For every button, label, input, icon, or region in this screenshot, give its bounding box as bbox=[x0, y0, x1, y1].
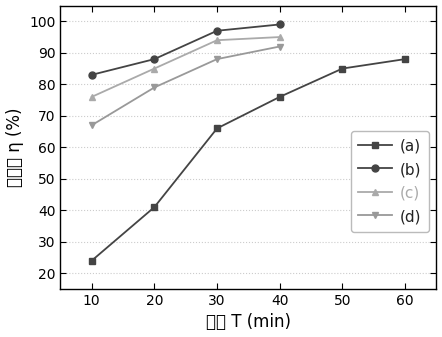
X-axis label: 时间 T (min): 时间 T (min) bbox=[206, 313, 291, 332]
Legend: (a), (b), (c), (d): (a), (b), (c), (d) bbox=[351, 131, 429, 232]
Y-axis label: 降解率 η (%): 降解率 η (%) bbox=[6, 108, 23, 187]
